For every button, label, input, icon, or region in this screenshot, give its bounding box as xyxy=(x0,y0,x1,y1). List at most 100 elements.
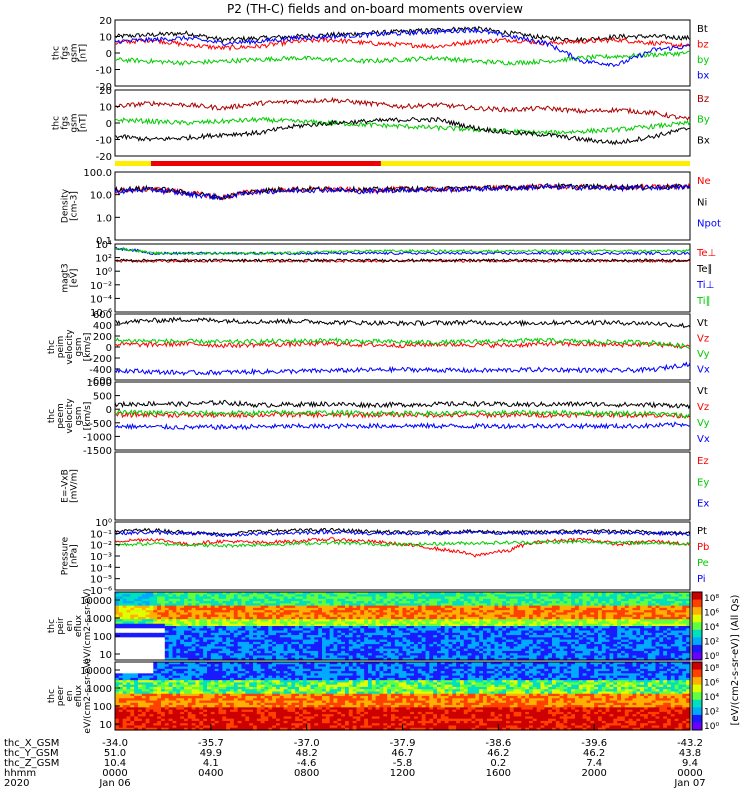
peir-spectrogram-cell xyxy=(521,621,526,625)
peer-spectrogram-cell xyxy=(145,700,151,704)
peir-spectrogram-cell xyxy=(268,616,273,620)
peir-spectrogram-cell xyxy=(498,594,503,598)
peer-spectrogram-cell xyxy=(149,698,154,702)
peim-velocity-series-vt xyxy=(114,316,691,329)
peer-spectrogram-cell xyxy=(126,718,131,722)
peir-spectrogram-cell xyxy=(230,653,235,657)
peir-spectrogram-cell xyxy=(341,648,346,652)
peir-spectrogram-cell xyxy=(391,639,396,643)
peir-spectrogram-cell xyxy=(402,632,407,636)
peir-spectrogram-cell xyxy=(486,598,492,602)
peir-spectrogram-cell xyxy=(498,655,503,659)
peir-spectrogram-cell xyxy=(667,637,672,641)
peir-spectrogram-cell xyxy=(264,616,269,620)
peir-spectrogram-cell xyxy=(448,623,453,627)
peir-spectrogram-cell xyxy=(241,594,246,598)
peir-spectrogram-cell xyxy=(222,614,227,618)
peir-spectrogram-cell xyxy=(356,630,361,634)
peir-spectrogram-cell xyxy=(260,614,266,618)
peir-spectrogram-cell xyxy=(214,644,220,647)
peir-spectrogram-cell xyxy=(203,619,208,623)
peir-spectrogram-cell xyxy=(483,623,488,627)
peir-spectrogram-cell xyxy=(391,603,396,607)
peir-spectrogram-cell xyxy=(632,614,637,618)
peir-spectrogram-cell xyxy=(187,623,193,627)
peir-spectrogram-cell xyxy=(207,605,212,609)
peir-spectrogram-cell xyxy=(287,655,292,659)
peir-spectrogram-cell xyxy=(532,601,538,604)
peir-spectrogram-cell xyxy=(161,632,166,636)
peir-spectrogram-cell xyxy=(486,632,492,636)
peir-spectrogram-cell xyxy=(195,594,200,598)
peir-spectrogram-cell xyxy=(578,648,584,652)
peir-spectrogram-cell xyxy=(268,619,273,623)
peir-spectrogram-cell xyxy=(567,630,572,634)
peir-spectrogram-cell xyxy=(149,601,154,604)
peir-spectrogram-cell xyxy=(590,621,595,625)
peir-spectrogram-cell xyxy=(513,594,519,598)
peir-spectrogram-cell xyxy=(440,648,446,652)
peir-spectrogram-cell xyxy=(609,616,614,620)
peir-spectrogram-cell xyxy=(624,641,630,645)
peir-spectrogram-cell xyxy=(371,605,377,609)
peir-spectrogram-cell xyxy=(624,598,630,602)
peir-spectrogram-cell xyxy=(598,605,603,609)
peer-spectrogram-cell xyxy=(149,707,154,711)
peir-spectrogram-cell xyxy=(667,653,672,657)
peir-spectrogram-cell xyxy=(348,596,354,600)
peir-spectrogram-cell xyxy=(379,592,384,595)
peir-spectrogram-cell xyxy=(509,594,515,598)
peir-spectrogram-cell xyxy=(421,619,427,623)
peir-spectrogram-cell xyxy=(256,603,262,607)
peir-spectrogram-cell xyxy=(479,623,484,627)
peer-spectrogram-cell xyxy=(145,723,151,727)
peir-spectrogram-cell xyxy=(571,635,576,638)
peir-spectrogram-cell xyxy=(502,614,507,618)
peir-spectrogram-cell xyxy=(245,639,250,643)
peir-spectrogram-cell xyxy=(437,596,442,600)
peir-spectrogram-cell xyxy=(387,630,392,634)
peir-spectrogram-cell xyxy=(138,644,143,647)
peir-spectrogram-cell xyxy=(149,596,154,600)
peir-spectrogram-cell xyxy=(360,605,365,609)
peir-spectrogram-cell xyxy=(287,610,292,613)
peem-velocity-ylabel: velocity xyxy=(65,398,75,434)
peir-spectrogram-cell xyxy=(686,653,691,657)
peir-spectrogram-cell xyxy=(394,626,400,629)
peir-spectrogram-cell xyxy=(609,650,614,654)
peir-spectrogram-cell xyxy=(245,630,250,634)
peir-spectrogram-cell xyxy=(644,601,649,604)
peir-spectrogram-cell xyxy=(191,641,197,645)
peir-spectrogram-cell xyxy=(214,601,220,604)
peir-spectrogram-cell xyxy=(667,657,672,661)
peir-spectrogram-cell xyxy=(122,619,128,623)
peir-spectrogram-cell xyxy=(479,605,484,609)
peir-spectrogram-cell xyxy=(115,646,120,650)
peir-spectrogram-cell xyxy=(268,650,273,654)
peir-spectrogram-cell xyxy=(452,641,457,645)
peir-spectrogram-cell xyxy=(195,610,200,613)
peir-spectrogram-cell xyxy=(352,596,358,600)
peir-spectrogram-cell xyxy=(233,598,239,602)
peir-spectrogram-cell xyxy=(544,623,549,627)
peir-spectrogram-cell xyxy=(509,639,515,643)
peir-spectrogram-cell xyxy=(406,646,411,650)
peir-spectrogram-cell xyxy=(161,655,166,659)
peir-spectrogram-cell xyxy=(264,657,269,661)
peir-spectrogram-cell xyxy=(678,610,683,613)
peir-spectrogram-cell xyxy=(555,646,561,650)
peir-spectrogram-cell xyxy=(686,628,691,632)
peir-spectrogram-cell xyxy=(494,612,499,616)
peir-spectrogram-cell xyxy=(490,623,496,627)
peir-spectrogram-cell xyxy=(356,601,361,604)
peir-spectrogram-cell xyxy=(276,614,281,618)
peir-spectrogram-cell xyxy=(586,605,591,609)
peir-spectrogram-cell xyxy=(437,646,442,650)
peir-spectrogram-cell xyxy=(490,598,496,602)
peir-spectrogram-cell xyxy=(682,646,687,650)
fgs-gsm-ytick-label: 0 xyxy=(106,49,112,60)
peir-spectrogram-cell xyxy=(483,605,488,609)
peir-spectrogram-cell xyxy=(222,650,227,654)
peir-spectrogram-cell xyxy=(157,592,162,595)
peir-spectrogram-cell xyxy=(276,635,281,638)
